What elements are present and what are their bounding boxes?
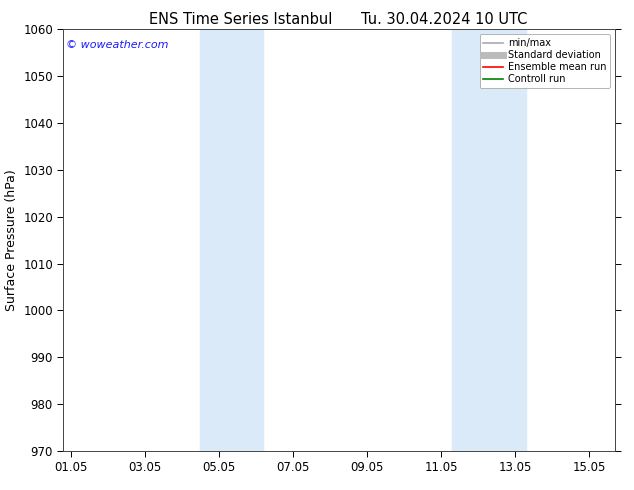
Text: Tu. 30.04.2024 10 UTC: Tu. 30.04.2024 10 UTC [361,12,527,27]
Bar [452,29,526,451]
Legend: min/max, Standard deviation, Ensemble mean run, Controll run: min/max, Standard deviation, Ensemble me… [479,34,610,88]
Text: ENS Time Series Istanbul: ENS Time Series Istanbul [149,12,333,27]
Text: © woweather.com: © woweather.com [66,40,169,50]
Bar [200,29,263,451]
Y-axis label: Surface Pressure (hPa): Surface Pressure (hPa) [4,169,18,311]
